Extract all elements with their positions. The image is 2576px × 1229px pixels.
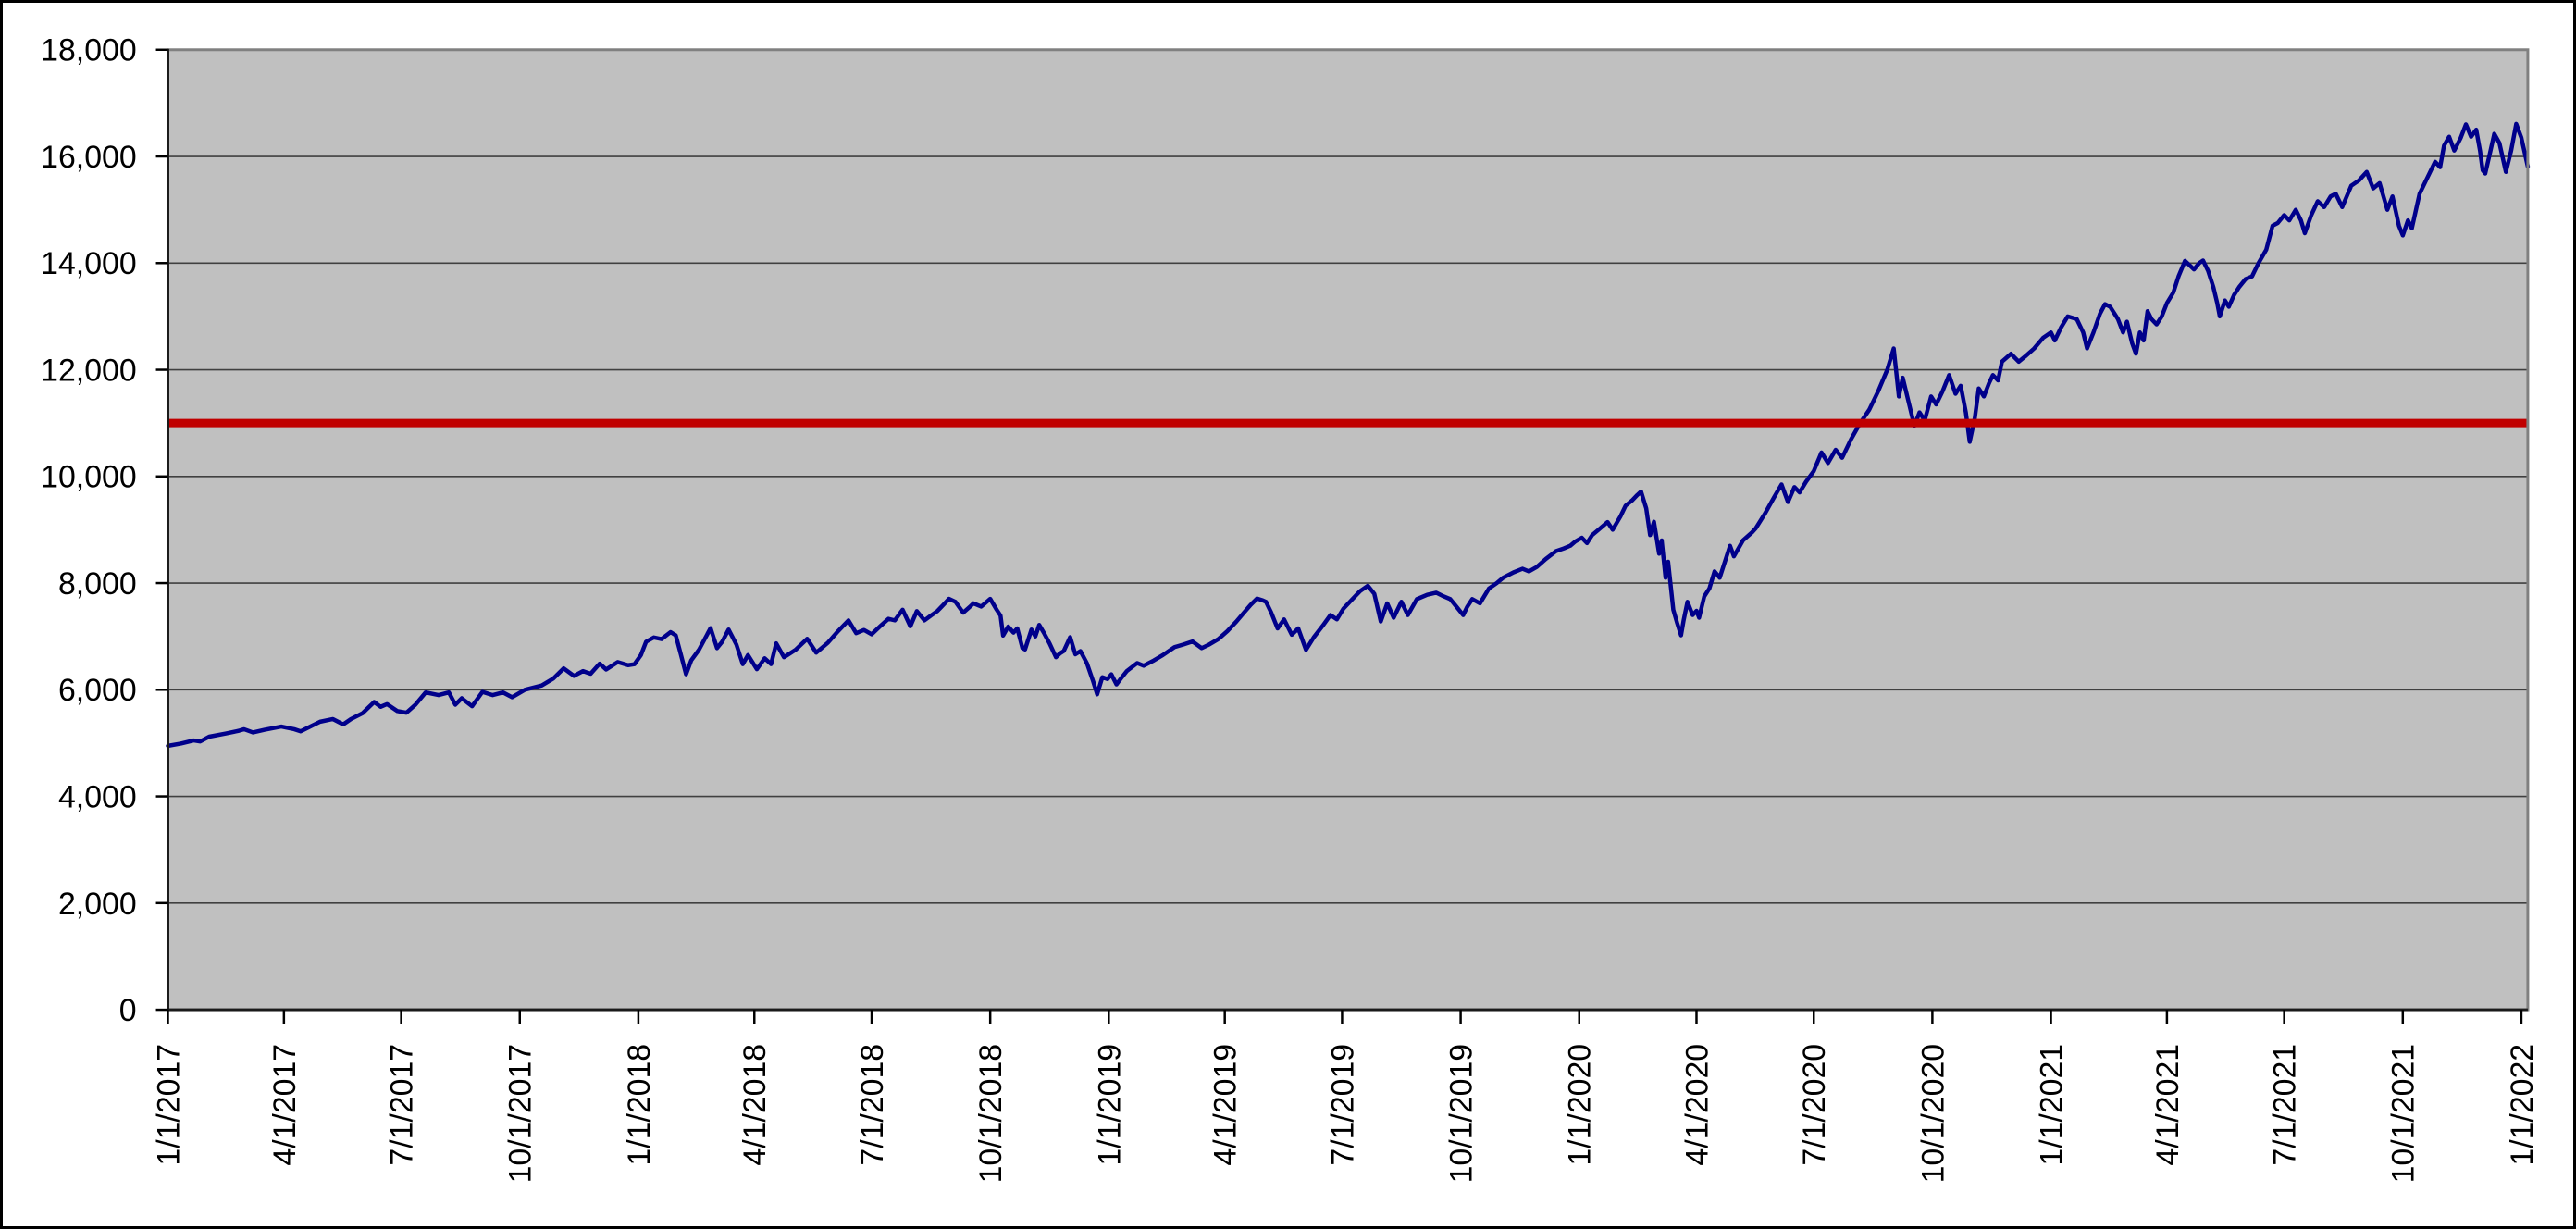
axes	[167, 48, 2530, 1012]
y-tick-label: 14,000	[41, 246, 136, 281]
x-tick-label: 10/1/2021	[2386, 1044, 2421, 1184]
y-tick-label: 6,000	[58, 673, 137, 708]
series-line	[166, 121, 2531, 749]
x-tick-label: 7/1/2018	[855, 1044, 890, 1166]
x-tick-label: 1/1/2018	[622, 1044, 657, 1166]
x-tick-label: 4/1/2018	[737, 1044, 773, 1166]
x-tick-label: 10/1/2020	[1915, 1044, 1951, 1184]
y-tick-label: 0	[119, 993, 137, 1028]
series-layer	[166, 121, 2531, 749]
y-tick-label: 2,000	[58, 887, 137, 922]
y-tick-label: 12,000	[41, 353, 136, 388]
x-tick-label: 7/1/2017	[385, 1044, 420, 1166]
tick-marks	[155, 48, 2523, 1024]
y-tick-label: 16,000	[41, 140, 136, 175]
x-tick-label: 10/1/2019	[1444, 1044, 1480, 1184]
plot-area	[167, 49, 2528, 1011]
x-tick-label: 4/1/2017	[267, 1044, 303, 1166]
y-tick-label: 8,000	[58, 566, 137, 602]
x-tick-label: 4/1/2019	[1208, 1044, 1244, 1166]
x-tick-label: 1/1/2020	[1563, 1044, 1598, 1166]
chart-canvas: 0 2,000 4,000 6,000 8,000 10,000 12,000 14,000 1…	[41, 33, 2540, 1184]
x-tick-label: 1/1/2017	[151, 1044, 186, 1166]
x-tick-label: 10/1/2017	[503, 1044, 539, 1184]
x-tick-label: 7/1/2020	[1797, 1044, 1832, 1166]
x-tick-label: 4/1/2021	[2150, 1044, 2186, 1166]
x-tick-label: 10/1/2018	[973, 1044, 1009, 1184]
x-tick-label: 1/1/2019	[1092, 1044, 1127, 1166]
plot-background	[167, 49, 2528, 1011]
y-tick-label: 18,000	[41, 33, 136, 68]
y-tick-label: 4,000	[58, 779, 137, 814]
x-tick-label: 4/1/2020	[1679, 1044, 1715, 1166]
x-tick-label: 1/1/2021	[2034, 1044, 2069, 1166]
x-tick-label: 1/1/2022	[2505, 1044, 2540, 1166]
y-tick-label: 10,000	[41, 460, 136, 495]
tick-labels: 0 2,000 4,000 6,000 8,000 10,000 12,000 14,000 1…	[41, 33, 2540, 1184]
x-tick-label: 7/1/2021	[2268, 1044, 2303, 1166]
gridlines	[167, 155, 2528, 904]
x-tick-label: 7/1/2019	[1325, 1044, 1360, 1166]
